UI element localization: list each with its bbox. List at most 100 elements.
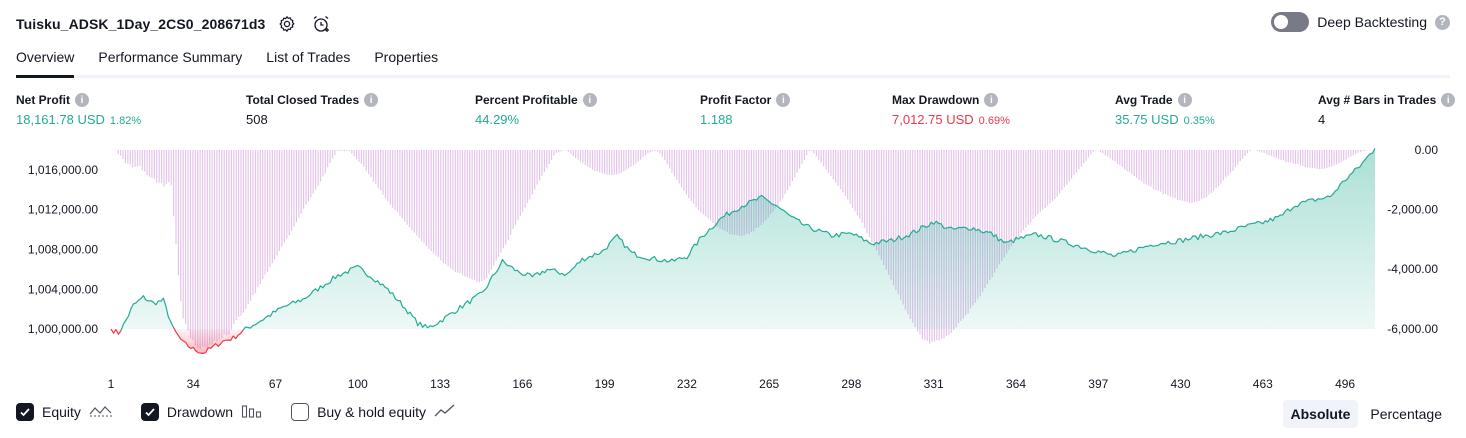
mode-absolute[interactable]: Absolute	[1282, 400, 1359, 428]
gear-icon[interactable]	[275, 12, 299, 36]
question-icon[interactable]: ?	[1435, 14, 1450, 30]
drawdown-bar	[849, 150, 851, 204]
checkbox-drawdown[interactable]	[140, 403, 159, 421]
drawdown-bar	[233, 150, 235, 324]
info-icon[interactable]: i	[1177, 93, 1192, 107]
drawdown-bar	[331, 150, 334, 159]
drawdown-bar	[334, 150, 336, 156]
drawdown-bar	[782, 150, 784, 199]
legend-buy-hold[interactable]: Buy & hold equity	[291, 403, 456, 421]
drawdown-bar	[1227, 150, 1229, 176]
drawdown-bar	[811, 150, 813, 152]
drawdown-bar	[868, 150, 870, 238]
drawdown-bar	[356, 150, 358, 160]
drawdown-bar	[642, 150, 644, 157]
drawdown-bar	[1116, 150, 1118, 164]
drawdown-bar	[146, 150, 148, 176]
y-right-tick-label: -6,000.00	[1387, 322, 1438, 336]
checkbox-equity[interactable]	[16, 403, 34, 421]
drawdown-bar	[652, 150, 654, 151]
drawdown-bar	[1189, 150, 1191, 203]
drawdown-bar	[1085, 150, 1087, 161]
info-icon[interactable]: i	[364, 93, 379, 107]
drawdown-bar	[844, 150, 846, 196]
info-icon[interactable]: i	[582, 93, 597, 107]
drawdown-bar	[979, 150, 981, 297]
alarm-clock-plus-icon[interactable]	[309, 12, 333, 36]
drawdown-bar	[1169, 150, 1171, 197]
drawdown-bar	[428, 150, 430, 249]
equity-chart[interactable]: 1,016,000.00 1,012,000.00 1,008,000.00 1,00…	[0, 140, 1466, 398]
drawdown-bar	[717, 150, 719, 227]
drawdown-bar	[1362, 150, 1364, 152]
drawdown-bar	[1099, 150, 1102, 153]
tab-performance-summary[interactable]: Performance Summary	[98, 49, 243, 65]
drawdown-bar	[1059, 150, 1061, 194]
info-icon[interactable]: i	[776, 93, 791, 107]
drawdown-bar	[459, 150, 461, 274]
drawdown-bar	[122, 150, 124, 160]
drawdown-bar	[170, 150, 172, 186]
chart-legend: Equity Drawdown Buy & hold equity	[16, 403, 484, 421]
drawdown-bar	[734, 150, 736, 235]
drawdown-bar	[1256, 150, 1258, 151]
equity-area-positive	[111, 148, 1375, 330]
x-tick-label: 496	[1335, 377, 1355, 391]
drawdown-bar	[1285, 150, 1287, 162]
drawdown-bar	[1273, 150, 1275, 158]
tab-list-of-trades[interactable]: List of Trades	[266, 49, 351, 65]
drawdown-bar	[560, 150, 562, 152]
metric-value: 44.29%	[475, 112, 520, 127]
legend-drawdown[interactable]: Drawdown	[140, 403, 263, 421]
drawdown-bar	[346, 150, 348, 151]
drawdown-bar	[709, 150, 712, 221]
drawdown-bar	[153, 150, 155, 180]
drawdown-bar	[1066, 150, 1068, 185]
drawdown-bar	[618, 150, 620, 174]
drawdown-bar	[264, 150, 266, 275]
drawdown-bar	[832, 150, 834, 180]
legend-equity[interactable]: Equity	[16, 403, 113, 421]
drawdown-bar	[1107, 150, 1109, 157]
drawdown-bar	[599, 150, 601, 173]
tab-overview[interactable]: Overview	[16, 46, 75, 78]
drawdown-bar	[197, 150, 199, 348]
drawdown-bar	[339, 150, 341, 151]
mode-percentage[interactable]: Percentage	[1370, 406, 1442, 422]
drawdown-bar	[613, 150, 615, 175]
drawdown-bar	[363, 150, 365, 167]
drawdown-bar	[1321, 150, 1323, 169]
drawdown-bar	[625, 150, 627, 170]
drawdown-bar	[1177, 150, 1179, 200]
drawdown-bar	[866, 150, 868, 234]
drawdown-bar	[765, 150, 767, 221]
drawdown-bar	[457, 150, 459, 273]
drawdown-bar	[213, 150, 216, 341]
drawdown-bar	[204, 150, 206, 347]
drawdown-bar	[165, 150, 167, 185]
metric-net-profit: Net Profit i 18,161.78 USD 1.82%	[16, 93, 141, 127]
drawdown-bar	[1164, 150, 1167, 194]
drawdown-bar	[310, 150, 312, 198]
drawdown-bar	[1232, 150, 1234, 171]
drawdown-bar	[1157, 150, 1159, 191]
deep-backtesting-toggle[interactable]	[1271, 12, 1310, 32]
info-icon[interactable]: i	[1441, 93, 1456, 107]
drawdown-bar	[885, 150, 887, 270]
drawdown-bar	[500, 150, 502, 253]
drawdown-bar	[1258, 150, 1260, 152]
drawdown-bar	[303, 150, 305, 209]
x-tick-label: 199	[595, 377, 615, 391]
drawdown-bar	[187, 150, 189, 331]
checkbox-buy-hold[interactable]	[291, 403, 310, 421]
x-axis: 1 34 67 100 133 166 199 232 265 298 331 364 397 430 46…	[108, 377, 1356, 391]
drawdown-bar	[842, 150, 844, 193]
drawdown-bar	[541, 150, 543, 177]
x-tick-label: 67	[269, 377, 283, 391]
drawdown-bar	[676, 150, 678, 180]
info-icon[interactable]: i	[75, 93, 89, 107]
drawdown-bar	[989, 150, 991, 281]
tab-properties[interactable]: Properties	[374, 49, 439, 65]
drawdown-bar	[803, 150, 805, 160]
info-icon[interactable]: i	[984, 93, 999, 107]
